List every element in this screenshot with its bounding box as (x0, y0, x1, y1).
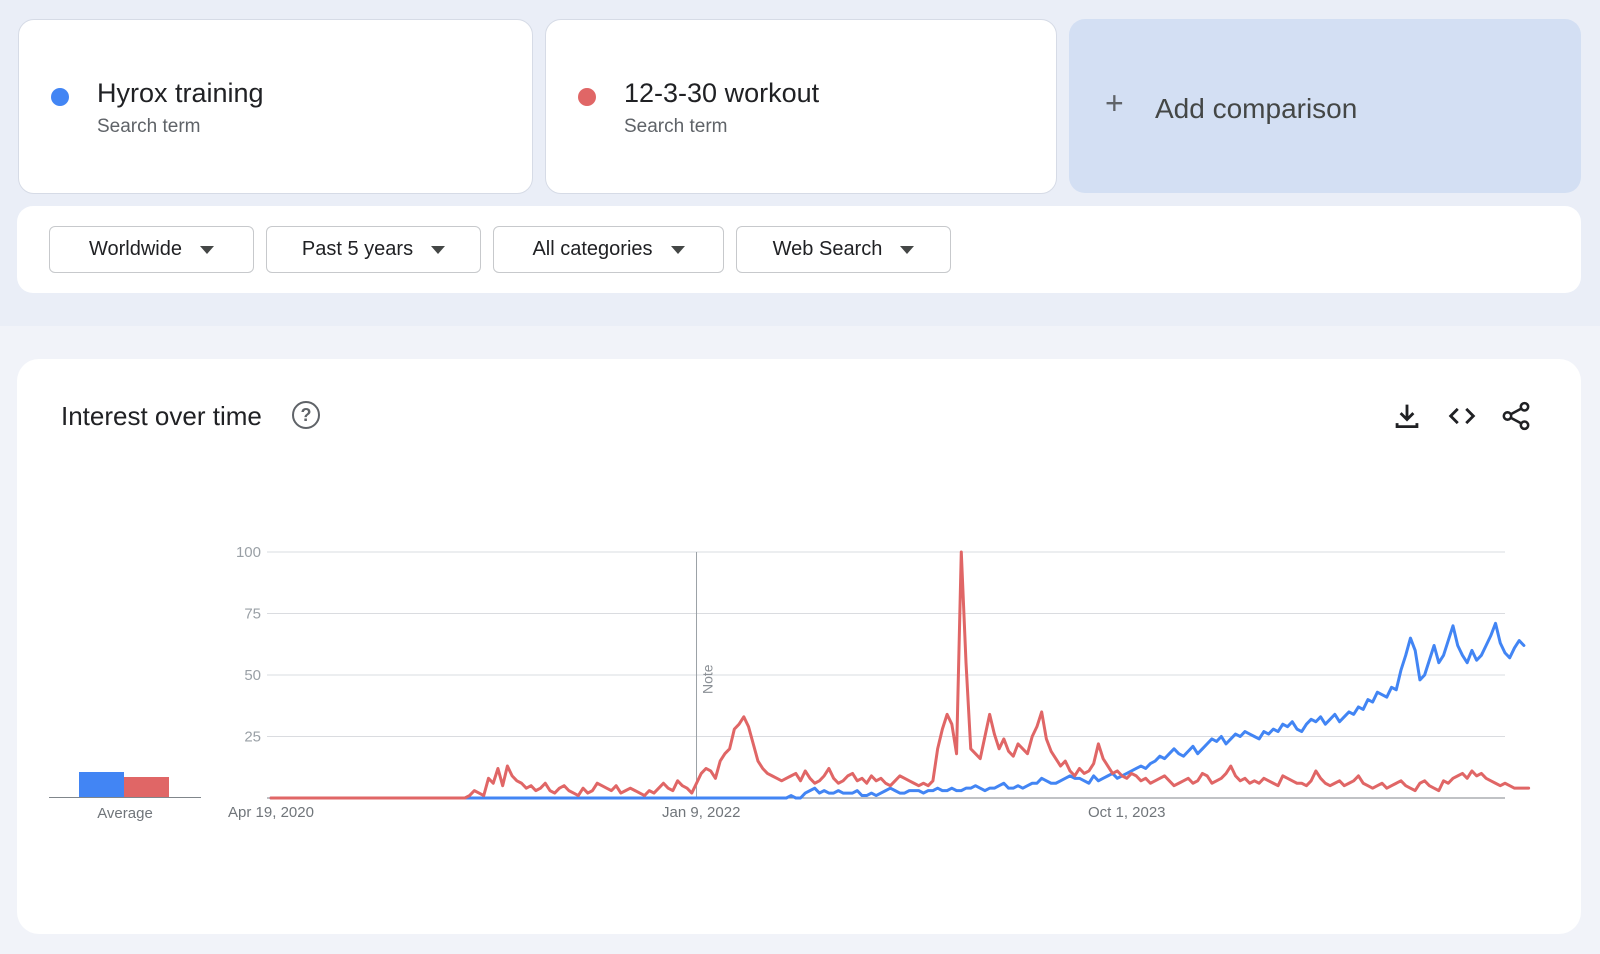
category-value: All categories (532, 238, 653, 260)
y-tick-label: 100 (236, 544, 261, 561)
average-bar-hyrox-training (79, 772, 124, 797)
caret-down-icon (670, 245, 685, 254)
average-label: Average (97, 805, 153, 822)
x-tick-label: Oct 1, 2023 (1088, 804, 1166, 821)
series-color-dot (578, 88, 596, 106)
line-chart[interactable]: 100 75 50 25 Note Apr 19, 2020 Jan 9, 2022 Oct … (17, 359, 1581, 934)
caret-down-icon (431, 245, 446, 254)
series-color-dot (51, 88, 69, 106)
caret-down-icon (900, 245, 915, 254)
term-name[interactable]: Hyrox training (97, 78, 264, 108)
interest-over-time-card: Interest over time ? Average 100 75 50 25 No… (17, 359, 1581, 934)
share-icon[interactable] (1499, 399, 1533, 433)
x-tick-label: Apr 19, 2020 (228, 804, 314, 821)
series-line-hyrox-training[interactable] (269, 621, 1526, 800)
term-card-hyrox-training[interactable]: Hyrox training Search term (18, 19, 533, 194)
search-type-dropdown[interactable]: Web Search (736, 226, 951, 273)
region-dropdown[interactable]: Worldwide (49, 226, 254, 273)
note-annotation-label[interactable]: Note (700, 664, 716, 694)
average-bar-12-3-30-workout (124, 777, 169, 797)
filter-bar: Worldwide Past 5 years All categories We… (17, 206, 1581, 293)
y-tick-label: 50 (244, 667, 261, 684)
download-icon[interactable] (1390, 399, 1424, 433)
y-tick-label: 25 (244, 729, 261, 746)
help-icon[interactable]: ? (292, 401, 320, 429)
region-value: Worldwide (89, 238, 182, 260)
term-type: Search term (97, 116, 201, 137)
embed-code-icon[interactable] (1445, 399, 1479, 433)
x-tick-label: Jan 9, 2022 (662, 804, 740, 821)
average-axis (49, 797, 201, 798)
series-line-12-3-30-workout[interactable] (269, 550, 1531, 800)
time-range-value: Past 5 years (301, 238, 414, 260)
caret-down-icon (200, 245, 214, 254)
term-type: Search term (624, 116, 728, 137)
term-card-12-3-30-workout[interactable]: 12-3-30 workout Search term (545, 19, 1057, 194)
time-range-dropdown[interactable]: Past 5 years (266, 226, 481, 273)
chart-title: Interest over time (61, 401, 262, 431)
add-comparison-button[interactable]: + Add comparison (1069, 19, 1581, 193)
search-type-value: Web Search (772, 238, 883, 260)
y-tick-label: 75 (244, 606, 261, 623)
average-bars: Average (49, 699, 201, 839)
plus-icon: + (1105, 85, 1124, 121)
add-comparison-label: Add comparison (1155, 93, 1358, 124)
term-name[interactable]: 12-3-30 workout (624, 78, 820, 108)
category-dropdown[interactable]: All categories (493, 226, 724, 273)
